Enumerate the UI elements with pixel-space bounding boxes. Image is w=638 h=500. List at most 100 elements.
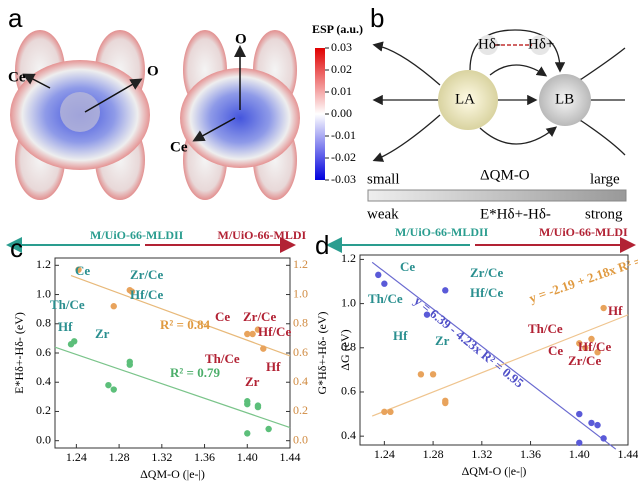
y2-tick-label: 1.0 bbox=[293, 286, 308, 300]
annotation: Hf bbox=[393, 328, 408, 343]
point bbox=[244, 430, 251, 437]
x-tick-label: 1.32 bbox=[151, 450, 172, 464]
region-label: M/UiO-66-MLDI bbox=[218, 228, 307, 242]
point bbox=[582, 344, 589, 351]
x-tick-label: 1.28 bbox=[423, 447, 444, 461]
annotation: Zr bbox=[245, 374, 260, 389]
point bbox=[75, 266, 82, 273]
y-tick-label: 0.6 bbox=[341, 384, 356, 398]
y-tick-label: 0.4 bbox=[341, 428, 356, 442]
atom-label: Ce bbox=[8, 69, 26, 85]
colorbar-tick-label: 0.03 bbox=[331, 40, 352, 54]
x-tick-label: 1.32 bbox=[471, 447, 492, 461]
pointer bbox=[192, 117, 236, 142]
point bbox=[126, 358, 133, 365]
scale-bar bbox=[367, 189, 627, 202]
fit-line bbox=[70, 274, 291, 357]
annotation: R² = 0.84 bbox=[160, 317, 210, 332]
x-tick-label: 1.36 bbox=[520, 447, 541, 461]
y2-tick-label: 0.0 bbox=[293, 432, 308, 446]
point bbox=[588, 335, 595, 343]
point bbox=[244, 330, 251, 338]
colorbar bbox=[315, 48, 325, 180]
y-tick-label: 0.0 bbox=[36, 432, 51, 446]
scale-label: large bbox=[590, 171, 620, 187]
panel-label: a bbox=[8, 3, 23, 33]
atom bbox=[478, 35, 498, 55]
point bbox=[128, 288, 136, 295]
annotation: Th/Ce bbox=[50, 297, 85, 312]
region-label: M/UiO-66-MLDII bbox=[90, 228, 184, 242]
h-label: Hδ+ bbox=[528, 36, 554, 52]
annotation: Ce bbox=[75, 263, 90, 278]
point bbox=[387, 408, 394, 416]
annotation: Zr/Ce bbox=[470, 265, 503, 280]
point bbox=[260, 345, 267, 352]
colorbar-tick-label: -0.03 bbox=[331, 172, 356, 186]
annotation: Ce bbox=[215, 309, 230, 324]
region-label: M/UiO-66-MLDII bbox=[395, 225, 489, 239]
point bbox=[265, 425, 272, 433]
fit-line bbox=[371, 314, 629, 417]
annotation: Hf/Ce bbox=[470, 285, 503, 300]
fit-line bbox=[54, 346, 291, 429]
y-tick-label: 1.0 bbox=[36, 286, 51, 300]
panel-label: c bbox=[10, 233, 23, 263]
y2-tick-label: 1.2 bbox=[293, 257, 308, 271]
x-tick-label: 1.24 bbox=[66, 450, 87, 464]
scale-title: ΔQM-O bbox=[480, 167, 530, 183]
panel-label: b bbox=[370, 3, 384, 33]
annotation: Hf/Ce bbox=[578, 339, 611, 354]
point bbox=[381, 280, 388, 287]
y2-tick-label: 0.4 bbox=[293, 374, 308, 388]
annotation: Zr bbox=[95, 326, 110, 341]
annotation: Hf/Ce bbox=[130, 287, 163, 302]
y-tick-label: 0.2 bbox=[36, 403, 51, 417]
point bbox=[375, 271, 382, 279]
fit-line bbox=[371, 261, 617, 450]
point bbox=[381, 408, 388, 416]
la-label: LA bbox=[455, 91, 475, 107]
annotation: Zr/Ce bbox=[130, 267, 163, 282]
annotation: Zr bbox=[435, 333, 450, 348]
y-axis-label: E*Hδ+-Hδ- (eV) bbox=[12, 312, 26, 394]
molecule-2 bbox=[180, 30, 300, 200]
x-tick-label: 1.28 bbox=[109, 450, 130, 464]
atom-label: O bbox=[147, 63, 159, 79]
annotation: Th/Ce bbox=[205, 351, 240, 366]
scale-label: strong bbox=[585, 206, 623, 222]
x-axis-label: ΔQM-O (|e-|) bbox=[462, 464, 527, 478]
y-tick-label: 1.0 bbox=[341, 295, 356, 309]
annotation: Zr/Ce bbox=[243, 309, 276, 324]
annotation: R² = 0.79 bbox=[170, 365, 220, 380]
point bbox=[576, 439, 583, 446]
field-lines bbox=[372, 29, 626, 162]
annotation: y = 6.39 - 4.23x R² = 0.95 bbox=[411, 293, 527, 391]
x-tick-label: 1.40 bbox=[569, 447, 590, 461]
y2-tick-label: 0.2 bbox=[293, 403, 308, 417]
annotation: Hf bbox=[608, 303, 623, 318]
atom-label: Ce bbox=[170, 139, 188, 155]
pointer bbox=[22, 73, 51, 89]
annotation: Zr/Ce bbox=[568, 353, 601, 368]
point bbox=[594, 349, 601, 356]
x-tick-label: 1.36 bbox=[194, 450, 215, 464]
annotation: Ce bbox=[548, 343, 563, 358]
y2-tick-label: 0.6 bbox=[293, 345, 308, 359]
atom bbox=[530, 35, 550, 55]
point bbox=[110, 303, 117, 310]
y-tick-label: 0.8 bbox=[36, 316, 51, 330]
colorbar-tick-label: -0.01 bbox=[331, 128, 356, 142]
point bbox=[423, 311, 431, 318]
y-tick-label: 0.6 bbox=[36, 345, 51, 359]
x-tick-label: 1.40 bbox=[237, 450, 258, 464]
x-axis-label: ΔQM-O (|e-|) bbox=[140, 467, 205, 481]
annotation: Th/Ce bbox=[528, 321, 563, 336]
point bbox=[576, 410, 583, 418]
annotation: Hf/Ce bbox=[258, 324, 291, 339]
scale-label: weak bbox=[367, 206, 399, 222]
y2-tick-label: 0.8 bbox=[293, 316, 308, 330]
plot-frame bbox=[359, 254, 629, 446]
point bbox=[417, 371, 425, 378]
